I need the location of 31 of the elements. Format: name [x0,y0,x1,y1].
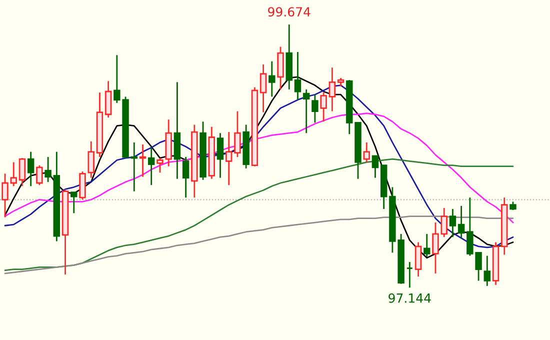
candlestick [18,157,26,187]
candlestick [294,51,302,101]
candlestick [44,156,52,183]
candlestick [148,146,155,186]
candlestick [182,156,190,198]
candlestick [216,132,224,178]
candlestick [70,192,78,214]
candlestick [130,142,138,192]
candlestick [277,46,284,90]
candlestick [104,80,112,118]
candlestick [363,142,370,163]
candlestick [260,64,267,113]
candlestick [484,255,491,287]
candlestick [328,66,336,112]
candlestick [268,60,276,98]
candlestick [225,131,232,186]
annotation: 97.144 [388,293,431,303]
candlestick [449,208,456,238]
candlestick [234,110,241,158]
candlestick [139,144,146,178]
candlestick [312,94,318,124]
annotation: 99.674 [268,7,310,17]
candlestick [36,164,43,186]
candlestick [320,92,327,122]
candlestick [406,261,414,288]
candlestick [424,233,430,258]
candlestick [458,205,465,239]
candlestick [372,155,379,178]
candlestick [27,151,34,187]
candlestick [414,242,422,278]
candlestick [302,88,310,134]
